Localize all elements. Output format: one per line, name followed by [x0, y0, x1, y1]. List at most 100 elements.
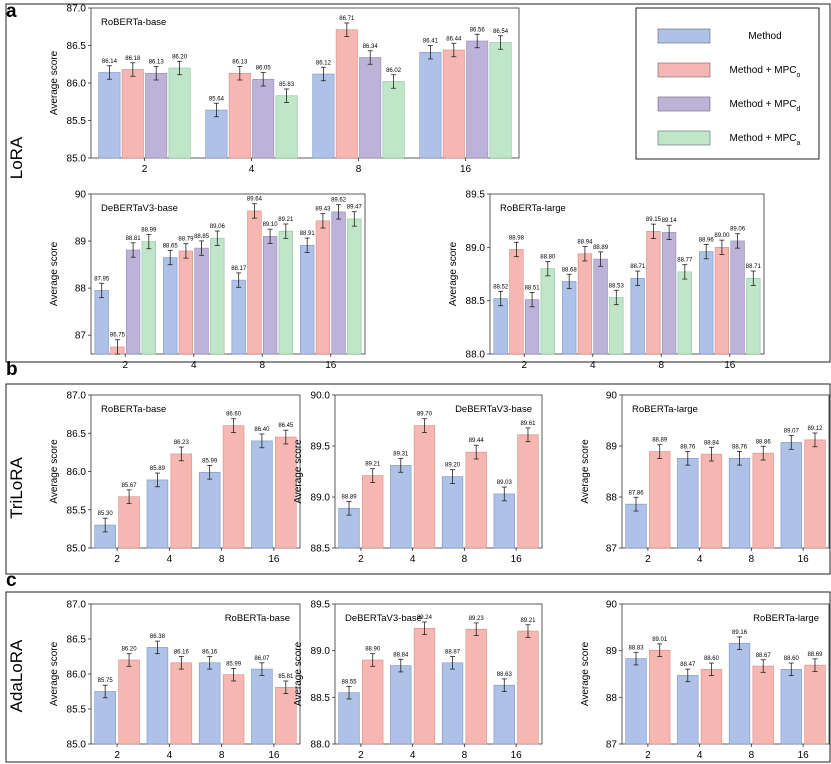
bar [524, 299, 540, 355]
x-tick-label: 16 [268, 750, 280, 761]
bar [118, 659, 140, 745]
data-label: 88.80 [540, 254, 556, 260]
data-label: 89.00 [714, 233, 730, 239]
y-tick-label: 86.5 [67, 41, 87, 52]
bar [677, 675, 699, 745]
data-label: 89.64 [247, 197, 263, 203]
bar [338, 692, 360, 745]
bar [661, 232, 677, 355]
y-tick-label: 85.5 [67, 705, 87, 716]
bar [562, 281, 577, 355]
legend-label: Method + MPCo [730, 65, 801, 79]
y-tick-label: 89.5 [311, 442, 331, 453]
y-tick-label: 85.5 [67, 116, 87, 127]
bar [804, 439, 826, 549]
y-tick-label: 88 [606, 493, 618, 504]
bar [728, 457, 751, 549]
data-label: 89.47 [347, 205, 363, 211]
legend-label: Method + MPCa [730, 133, 801, 147]
x-tick-label: 2 [122, 360, 128, 371]
bar [752, 665, 774, 745]
x-tick-label: 16 [511, 750, 523, 761]
chart-title: DeBERTaV3-base [455, 404, 532, 415]
chart-title: RoBERTa-base [225, 613, 290, 624]
bar [746, 277, 761, 355]
data-label: 85.81 [278, 674, 294, 680]
bar [98, 72, 121, 159]
y-tick-label: 89 [606, 442, 618, 453]
x-tick-label: 2 [645, 750, 651, 761]
data-label: 88.52 [493, 284, 509, 290]
data-label: 88.79 [178, 237, 194, 243]
bar [649, 451, 671, 549]
x-tick-label: 8 [749, 750, 755, 761]
data-label: 89.12 [807, 426, 823, 432]
data-label: 86.20 [122, 647, 138, 653]
bar [493, 493, 515, 549]
data-label: 86.75 [110, 333, 126, 339]
y-tick-label: 85.0 [67, 154, 87, 165]
bar [465, 628, 487, 745]
x-tick-label: 8 [658, 360, 664, 371]
x-tick-label: 16 [724, 360, 736, 371]
y-axis-title: Average score [580, 641, 591, 706]
data-label: 85.89 [150, 466, 166, 472]
bar [728, 642, 751, 745]
data-label: 89.21 [278, 217, 294, 223]
bar [413, 425, 436, 549]
data-label: 88.47 [680, 662, 696, 668]
charts-container: 85.0 85.5 86.0 86.5 87.0 Average score RoBERTa… [49, 4, 830, 761]
plot-frame [621, 603, 830, 745]
y-tick-label: 90 [606, 600, 618, 611]
chart-trilora-debertav3-base: 88.5 89.0 89.5 90.0 Average score DeBERTaV3-b… [293, 391, 543, 565]
data-label: 88.85 [194, 234, 210, 240]
data-label: 89.16 [732, 630, 748, 636]
data-label: 86.14 [102, 59, 118, 65]
data-label: 86.40 [254, 427, 270, 433]
data-label: 89.06 [210, 224, 226, 230]
data-label: 89.43 [315, 207, 331, 213]
bar [262, 236, 278, 355]
bar [466, 40, 489, 159]
y-tick-label: 90 [75, 190, 87, 201]
bar [278, 230, 293, 355]
bar [170, 453, 193, 549]
data-label: 88.81 [126, 236, 142, 242]
x-tick-label: 4 [167, 750, 173, 761]
data-label: 85.75 [98, 678, 114, 684]
y-tick-label: 85.5 [67, 505, 87, 516]
data-label: 88.55 [342, 679, 358, 685]
data-label: 86.18 [125, 56, 141, 62]
y-tick-label: 88.0 [466, 350, 486, 361]
bar [315, 220, 331, 355]
y-axis-title: Average score [49, 641, 60, 706]
x-tick-label: 8 [356, 164, 362, 175]
data-label: 89.21 [520, 618, 536, 624]
bar [251, 668, 273, 745]
bar [118, 496, 140, 549]
y-tick-label: 87 [606, 544, 618, 555]
bar [646, 231, 661, 355]
data-label: 88.69 [807, 652, 823, 658]
bar [677, 271, 692, 355]
y-tick-label: 86.5 [67, 429, 87, 440]
x-tick-label: 2 [645, 554, 651, 565]
x-tick-label: 4 [410, 554, 416, 565]
x-tick-label: 8 [259, 360, 265, 371]
bar [335, 29, 358, 159]
data-label: 89.62 [331, 198, 347, 204]
data-label: 89.14 [662, 218, 678, 224]
x-tick-label: 2 [114, 750, 120, 761]
y-tick-label: 90.0 [311, 391, 331, 402]
data-label: 88.67 [756, 653, 772, 659]
bar [649, 649, 671, 745]
y-tick-label: 85.0 [67, 740, 87, 751]
x-tick-label: 2 [358, 750, 364, 761]
data-label: 85.99 [202, 458, 218, 464]
y-tick-label: 89.0 [311, 493, 331, 504]
bar [94, 691, 116, 745]
bar [362, 475, 384, 549]
x-tick-label: 2 [521, 360, 527, 371]
data-label: 88.98 [509, 235, 525, 241]
bar [198, 471, 221, 549]
